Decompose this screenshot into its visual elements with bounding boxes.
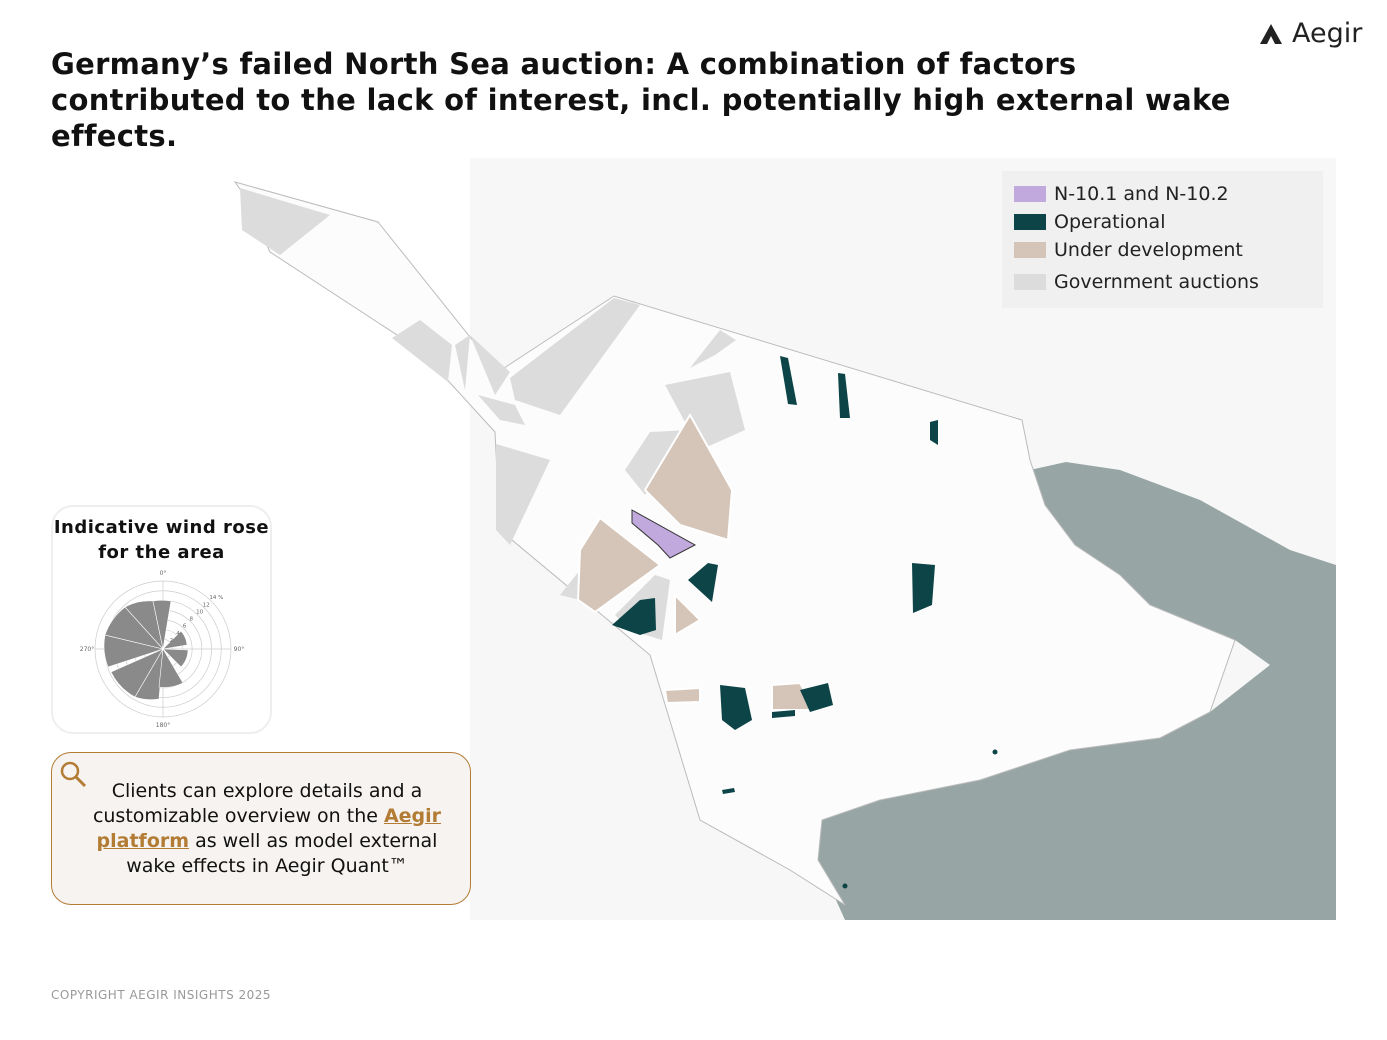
legend-swatch xyxy=(1014,274,1046,290)
legend-swatch xyxy=(1014,186,1046,202)
legend-swatch xyxy=(1014,214,1046,230)
wind-rose-box: Indicative wind rose for the area 2 4 6 8 10… xyxy=(51,505,272,734)
legend-swatch xyxy=(1014,242,1046,258)
rose-ring-label: 2 xyxy=(170,638,174,644)
rose-ring-label: 14 % xyxy=(209,595,223,601)
rose-direction: 0° xyxy=(160,570,167,577)
callout-text: Clients can explore details and a custom… xyxy=(72,779,462,879)
legend-item: N-10.1 and N-10.2 xyxy=(1014,183,1229,205)
operational-areas xyxy=(612,356,998,889)
callout-after: as well as model external wake effects i… xyxy=(126,830,438,877)
title: Germany’s failed North Sea auction: A co… xyxy=(51,47,1231,153)
legend-item: Government auctions xyxy=(1014,271,1259,293)
search-icon xyxy=(60,761,87,788)
rose-direction: 270° xyxy=(80,646,94,653)
callout-before: Clients can explore details and a custom… xyxy=(92,780,423,827)
legend-label: Under development xyxy=(1054,239,1243,261)
legend-item: Under development xyxy=(1014,239,1243,261)
land xyxy=(818,462,1336,920)
legend: N-10.1 and N-10.2 Operational Under develo… xyxy=(1002,171,1323,308)
n10-areas xyxy=(631,509,697,559)
gov-areas xyxy=(240,188,745,640)
logo: Aegir xyxy=(1258,18,1362,49)
dev-areas xyxy=(576,413,817,711)
rose-ring-label: 10 xyxy=(196,609,203,615)
rose-direction: 180° xyxy=(156,722,170,729)
legend-item: Operational xyxy=(1014,211,1165,233)
rose-ring-label: 4 xyxy=(176,631,180,637)
footer: COPYRIGHT AEGIR INSIGHTS 2025 xyxy=(51,988,272,1002)
legend-label: N-10.1 and N-10.2 xyxy=(1054,183,1229,205)
legend-label: Government auctions xyxy=(1054,271,1259,293)
rose-ring-label: 6 xyxy=(183,624,187,630)
legend-label: Operational xyxy=(1054,211,1166,233)
wind-rose-title: Indicative wind rose for the area xyxy=(53,517,270,563)
platform-link[interactable]: Aegir platform xyxy=(96,805,442,852)
rose-petals xyxy=(103,599,189,700)
rose-direction: 90° xyxy=(234,646,245,653)
logo-text: Aegir xyxy=(1292,18,1363,49)
rose-ring-label: 8 xyxy=(189,617,193,623)
logo-icon xyxy=(1260,23,1282,44)
callout: Clients can explore details and a custom… xyxy=(51,752,471,905)
rose-ring-label: 12 xyxy=(203,602,210,608)
